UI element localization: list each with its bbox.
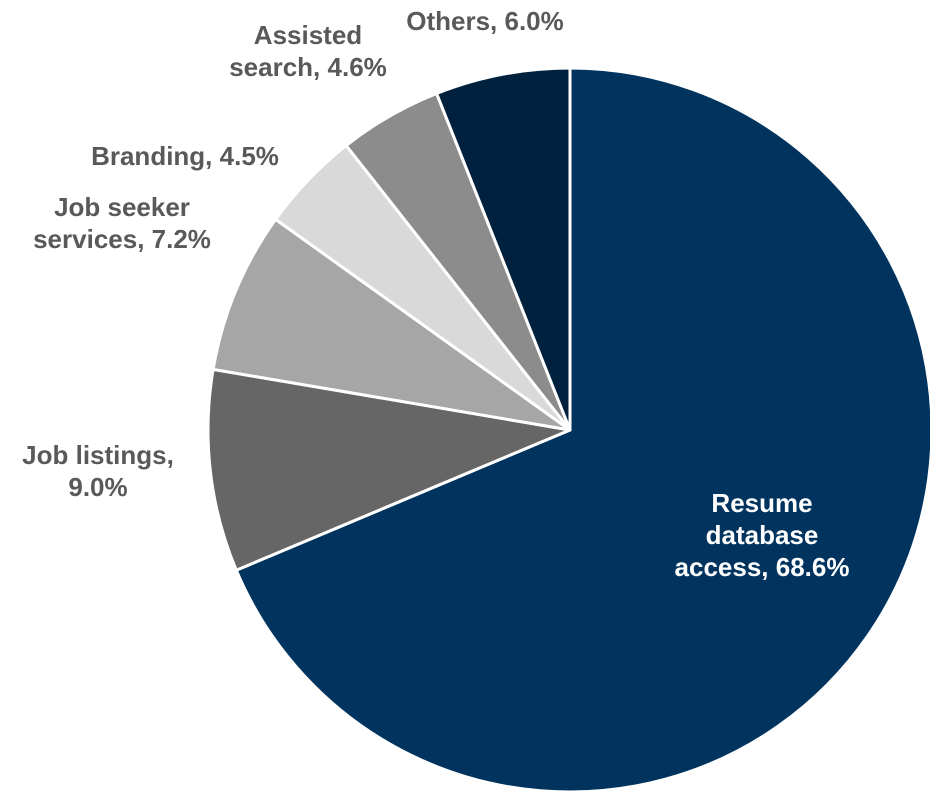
pie-label-2-line-1: services, 7.2% (33, 224, 211, 254)
pie-label-5-line-0: Others, 6.0% (406, 6, 564, 36)
pie-label-3-line-0: Branding, 4.5% (91, 141, 279, 171)
pie-label-1: Job listings, 9.0% (22, 440, 174, 502)
pie-label-0-line-2: access, 68.6% (675, 552, 850, 582)
pie-label-2-line-0: Job seeker (54, 192, 190, 222)
pie-labels: Resume database access, 68.6% Job listings,… (22, 6, 849, 582)
pie-label-0-line-0: Resume (711, 488, 812, 518)
pie-label-3: Branding, 4.5% (91, 141, 279, 171)
pie-label-1-line-1: 9.0% (68, 472, 127, 502)
pie-label-4: Assisted search, 4.6% (229, 20, 387, 82)
pie-label-5: Others, 6.0% (406, 6, 564, 36)
pie-slices (206, 66, 930, 791)
pie-label-0-line-1: database (706, 520, 819, 550)
pie-label-4-line-1: search, 4.6% (229, 52, 387, 82)
pie-label-0: Resume database access, 68.6% (675, 488, 850, 582)
pie-label-4-line-0: Assisted (254, 20, 362, 50)
pie-label-1-line-0: Job listings, (22, 440, 174, 470)
pie-slice-5 (435, 66, 572, 432)
pie-label-2: Job seeker services, 7.2% (33, 192, 211, 254)
pie-slice-1 (206, 367, 572, 572)
pie-slice-0 (234, 66, 930, 791)
pie-slice-2 (211, 217, 572, 432)
